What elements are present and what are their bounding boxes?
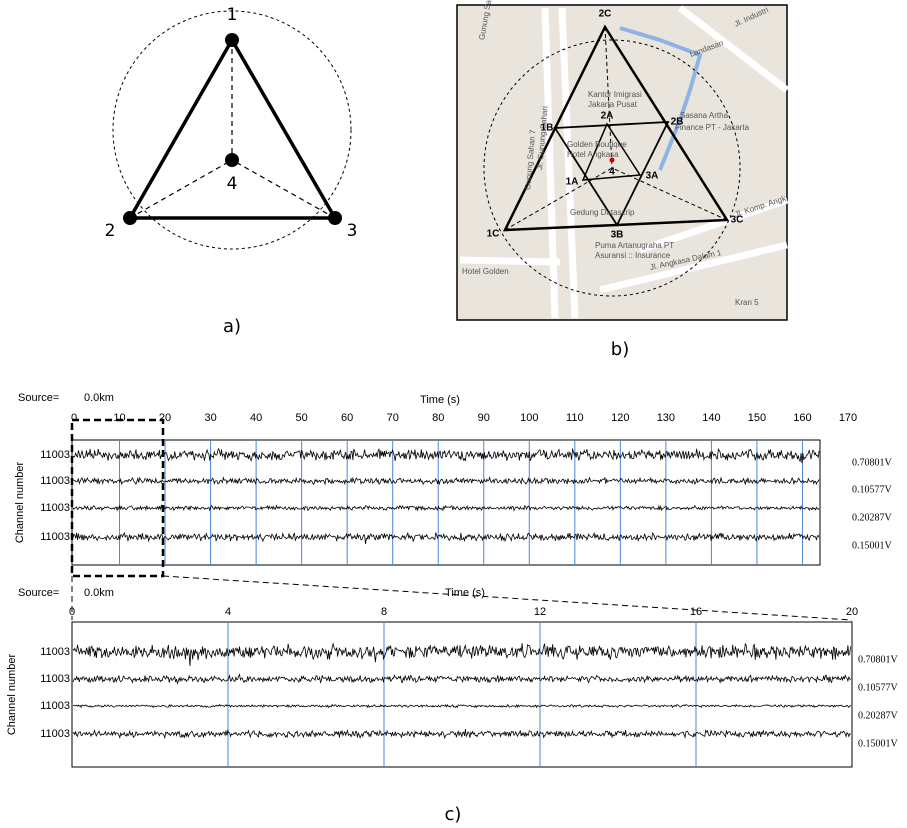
caption: c) [445, 804, 462, 825]
x-tick-label: 70 [387, 412, 399, 424]
waveform [73, 506, 819, 511]
x-tick-label: 16 [690, 606, 702, 618]
x-tick-label: 30 [204, 412, 216, 424]
node-label: 1 [227, 5, 238, 25]
channel-label: 11003 [40, 475, 70, 487]
x-tick-label: 40 [250, 412, 262, 424]
amplitude-label: 0.15001V [852, 540, 893, 551]
panel-b: Jl. Industri Landasan Kantor Imigrasi Ja… [457, 0, 788, 360]
waveform [73, 533, 819, 544]
x-tick-label: 60 [341, 412, 353, 424]
waveform [73, 705, 851, 708]
node-label: 4 [609, 167, 615, 178]
x-tick-label: 120 [611, 412, 629, 424]
x-tick-label: 170 [839, 412, 857, 424]
x-tick-label: 80 [432, 412, 444, 424]
map-label: Finance PT - Jakarta [675, 123, 750, 132]
map-label: Asuransi :: Insurance [595, 251, 671, 260]
map-label: Hotel Angkasa [567, 150, 619, 159]
panel-a: 1 2 3 4 a) [105, 5, 358, 337]
map-label: Sasana Artha [680, 111, 729, 120]
node-label: 2C [599, 9, 612, 20]
node-label: 4 [227, 174, 238, 194]
node-label: 2B [671, 117, 684, 128]
x-tick-label: 140 [702, 412, 720, 424]
channel-label: 11003 [40, 700, 70, 712]
x-tick-label: 8 [381, 606, 387, 618]
channel-label: 11003 [40, 673, 70, 685]
node-label: 1B [541, 123, 554, 134]
x-tick-label: 50 [296, 412, 308, 424]
figure: 1 2 3 4 a) Jl. Industri Landasan Kantor … [0, 0, 907, 828]
node-label: 1C [487, 229, 500, 240]
waveform [73, 478, 819, 485]
node-label: 3A [646, 171, 659, 182]
x-axis-label: Time (s) [445, 587, 485, 599]
map-label: Gedung Datascrip [570, 208, 635, 217]
x-tick-label: 20 [159, 412, 171, 424]
node-label: 3B [611, 230, 624, 241]
source-value: 0.0km [84, 392, 114, 404]
node-label: 1A [566, 177, 579, 188]
x-tick-label: 150 [748, 412, 766, 424]
x-tick-label: 20 [846, 606, 858, 618]
node-label: 3C [731, 215, 744, 226]
plot-frame [72, 440, 820, 565]
x-tick-label: 0 [69, 606, 75, 618]
channel-label: 11003 [40, 728, 70, 740]
x-tick-label: 160 [793, 412, 811, 424]
y-axis-label: Channel number [14, 462, 26, 544]
caption: b) [611, 339, 629, 360]
waveform [73, 449, 819, 464]
x-tick-label: 110 [566, 412, 584, 424]
map-label: Kantor Imigrasi [588, 90, 642, 99]
amplitude-label: 0.10577V [852, 484, 893, 495]
source-label: Source= [18, 587, 59, 599]
node-label: 3 [347, 221, 358, 241]
x-tick-label: 130 [657, 412, 675, 424]
channel-label: 11003 [40, 502, 70, 514]
amplitude-label: 0.70801V [858, 654, 899, 665]
zoom-line [163, 576, 852, 620]
map-label: Hotel Golden [462, 267, 509, 276]
node-label: 2A [601, 111, 614, 122]
source-value: 0.0km [84, 587, 114, 599]
amplitude-label: 0.10577V [858, 682, 899, 693]
source-label: Source= [18, 392, 59, 404]
x-tick-label: 100 [520, 412, 538, 424]
zoom-box [72, 420, 163, 576]
x-tick-label: 4 [225, 606, 231, 618]
x-tick-label: 12 [534, 606, 546, 618]
amplitude-label: 0.70801V [852, 457, 893, 468]
caption: a) [223, 316, 241, 337]
channel-label: 11003 [40, 531, 70, 543]
amplitude-label: 0.15001V [858, 738, 899, 749]
channel-label: 11003 [40, 646, 70, 658]
y-axis-label: Channel number [6, 654, 18, 736]
x-tick-label: 0 [71, 412, 77, 424]
waveform [73, 643, 851, 666]
map-label: Puma Artanugraha PT [595, 241, 674, 250]
waveform [73, 729, 851, 738]
waveform [73, 674, 851, 683]
amplitude-label: 0.20287V [858, 710, 899, 721]
plot-frame [72, 622, 852, 767]
map-label: Kran 5 [735, 298, 759, 307]
amplitude-label: 0.20287V [852, 512, 893, 523]
node-label: 2 [105, 221, 116, 241]
x-axis-label: Time (s) [420, 394, 460, 406]
x-tick-label: 10 [113, 412, 125, 424]
channel-label: 11003 [40, 449, 70, 461]
map-label: Jakarta Pusat [588, 100, 638, 109]
map-label: Golden Boutique [567, 140, 627, 149]
x-tick-label: 90 [478, 412, 490, 424]
